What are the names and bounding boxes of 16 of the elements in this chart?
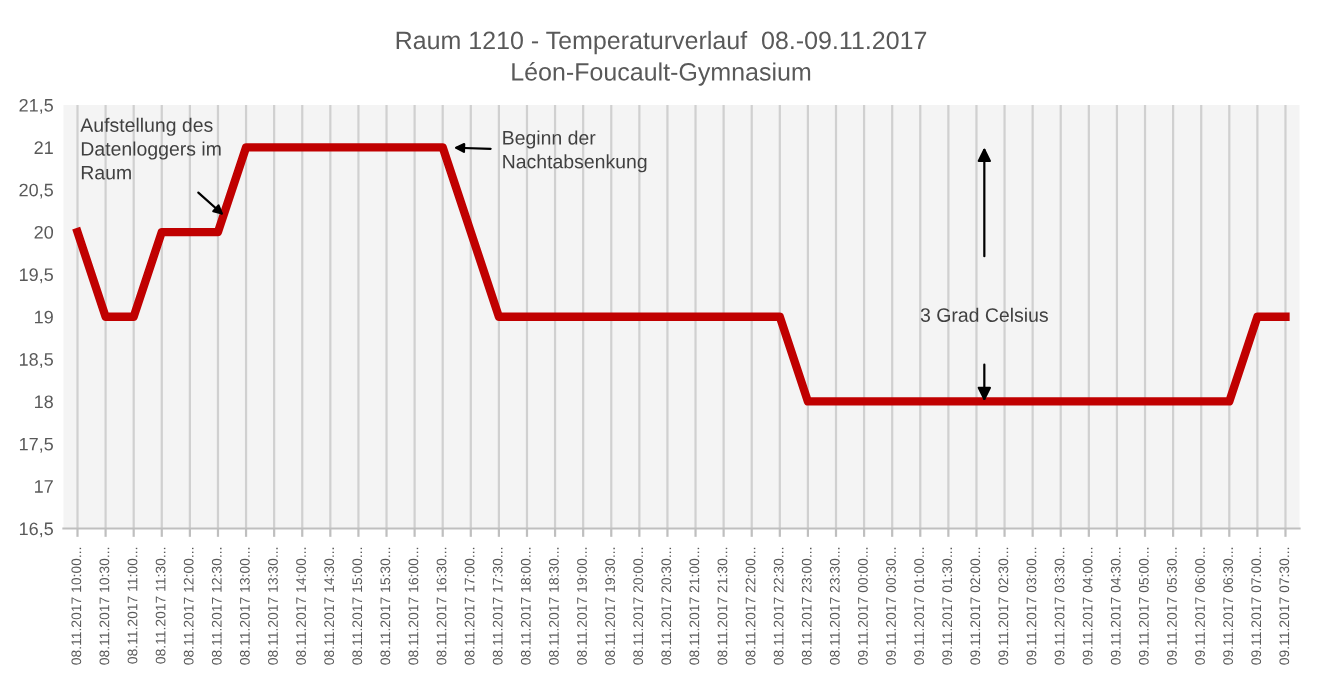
y-tick-label: 16,5	[19, 522, 53, 538]
annotation: 3 Grad Celsius	[920, 307, 1048, 322]
y-tick-label: 21,5	[19, 98, 53, 114]
annotation: Aufstellung des Datenloggers im Raum	[80, 117, 221, 180]
y-tick-label: 17	[35, 480, 53, 493]
chart-title: Raum 1210 - Temperaturverlauf 08.-09.11.2017	[396, 30, 927, 55]
annotation: Beginn der Nachtabsenkung	[503, 130, 647, 173]
y-tick-label: 21	[34, 141, 53, 154]
chart-subtitle: Léon-Foucault-Gymnasium	[512, 62, 811, 86]
y-tick-label: 17,5	[19, 437, 53, 453]
y-tick-label: 19	[35, 310, 53, 324]
y-tick-label: 20	[34, 225, 54, 239]
y-tick-label: 18,5	[19, 353, 53, 368]
y-tick-label: 20,5	[19, 183, 53, 199]
y-tick-label: 19,5	[19, 268, 53, 284]
y-tick-label: 18	[35, 395, 53, 409]
